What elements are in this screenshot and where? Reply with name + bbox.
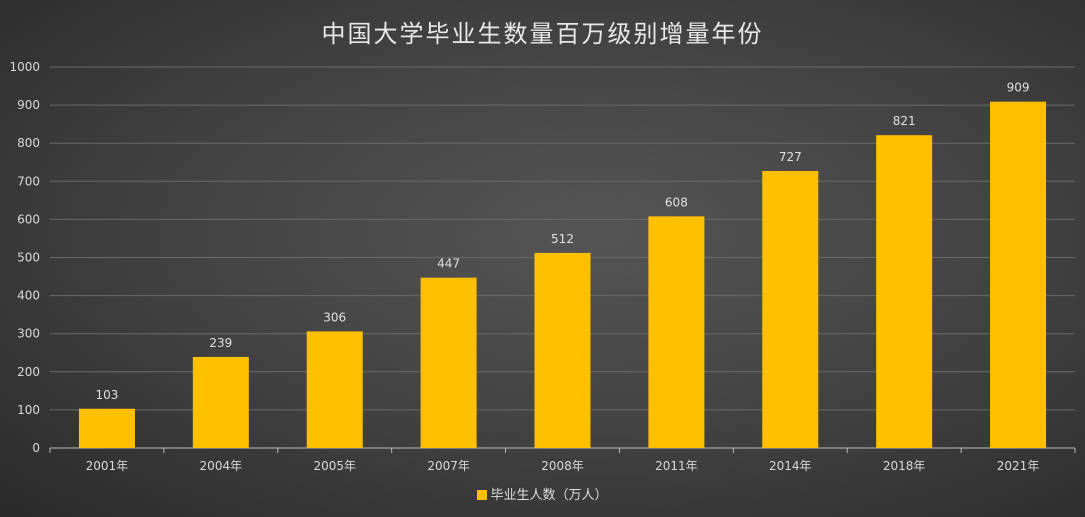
y-tick-label: 300 (17, 327, 40, 341)
x-tick-label: 2011年 (655, 459, 698, 473)
bar (534, 252, 591, 448)
legend-swatch (477, 490, 488, 500)
bar (420, 277, 477, 448)
y-tick-label: 100 (17, 403, 40, 417)
x-tick-label: 2004年 (200, 459, 243, 473)
data-label: 447 (437, 257, 460, 271)
data-label: 608 (665, 195, 688, 209)
y-tick-label: 800 (17, 136, 40, 150)
bar (876, 135, 933, 448)
y-tick-label: 900 (17, 98, 40, 112)
x-tick-label: 2018年 (883, 459, 926, 473)
y-tick-label: 700 (17, 174, 40, 188)
chart-title: 中国大学毕业生数量百万级别增量年份 (321, 20, 764, 48)
legend-label: 毕业生人数（万人） (490, 488, 608, 503)
bar (648, 216, 705, 448)
x-tick-label: 2021年 (997, 459, 1040, 473)
bar (990, 101, 1047, 449)
bar (762, 171, 819, 448)
x-tick-label: 2008年 (541, 459, 584, 473)
y-tick-label: 200 (17, 365, 40, 379)
y-tick-label: 500 (17, 251, 40, 265)
bar (78, 408, 135, 448)
data-label: 239 (209, 336, 232, 350)
y-tick-label: 0 (32, 441, 40, 455)
x-tick-label: 2005年 (313, 459, 356, 473)
data-label: 512 (551, 232, 574, 246)
y-tick-label: 1000 (9, 60, 40, 74)
legend: 毕业生人数（万人） (0, 484, 1085, 503)
y-tick-label: 600 (17, 212, 40, 226)
data-label: 909 (1007, 81, 1030, 95)
x-tick-label: 2001年 (86, 459, 129, 473)
x-tick-label: 2007年 (427, 459, 470, 473)
x-tick-label: 2014年 (769, 459, 812, 473)
y-tick-label: 400 (17, 289, 40, 303)
bar (192, 356, 249, 448)
bar (306, 331, 363, 448)
data-label: 103 (95, 388, 118, 402)
data-label: 727 (779, 150, 802, 164)
data-label: 306 (323, 310, 346, 324)
data-label: 821 (893, 114, 916, 128)
